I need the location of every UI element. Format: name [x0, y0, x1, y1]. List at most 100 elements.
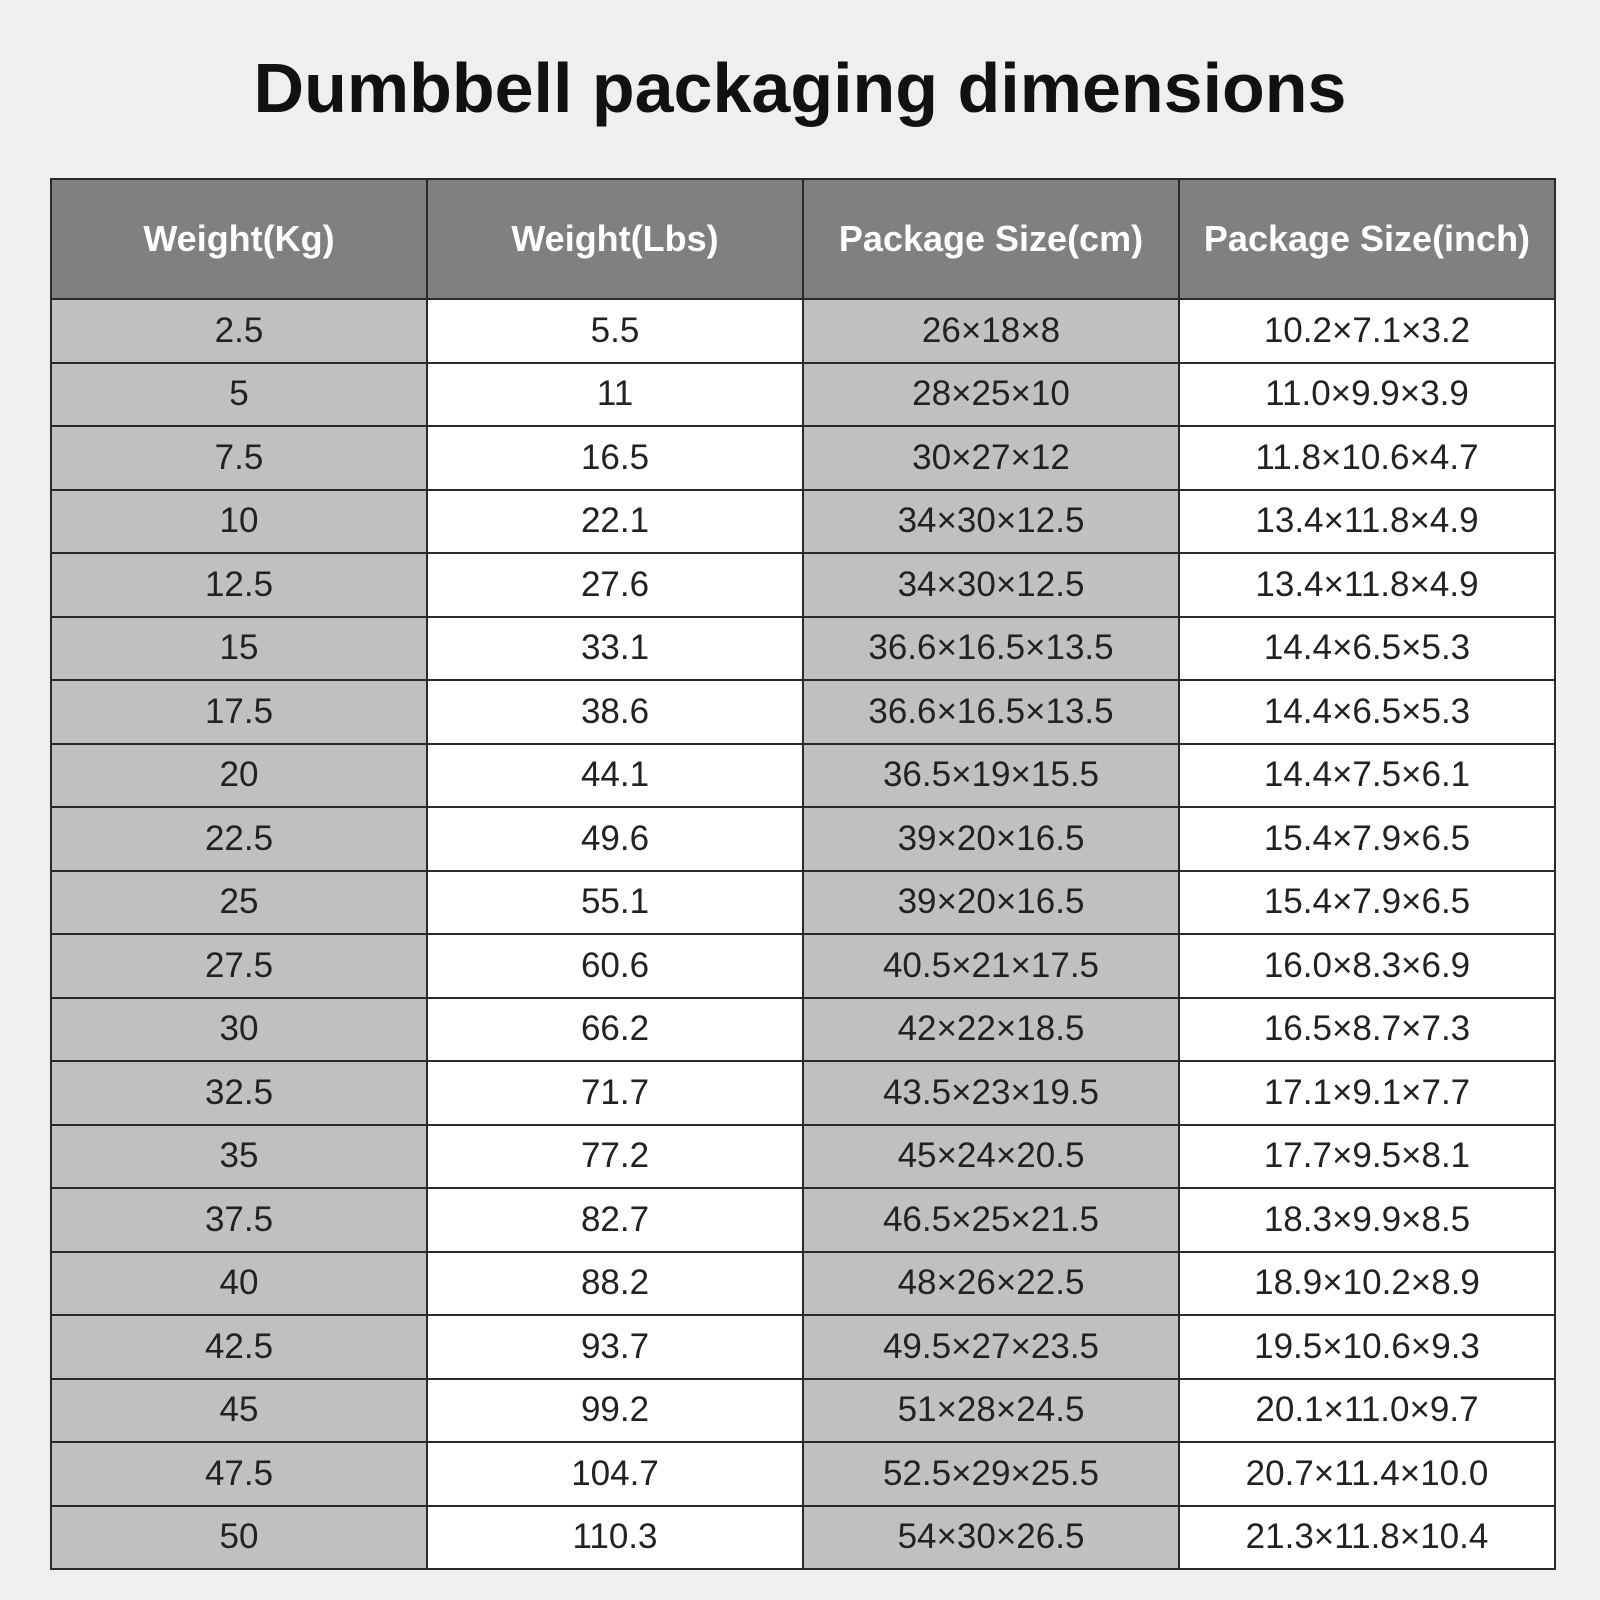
- table-cell: 48×26×22.5: [802, 1250, 1180, 1316]
- table-cell: 20: [50, 742, 428, 808]
- table-cell: 45×24×20.5: [802, 1123, 1180, 1189]
- header-cell: Package Size(inch): [1178, 178, 1556, 300]
- table-row: 37.5 82.7 46.5×25×21.5 18.3×9.9×8.5: [50, 1187, 1556, 1253]
- table-cell: 22.5: [50, 806, 428, 872]
- table-cell: 49.6: [426, 806, 804, 872]
- table-cell: 99.2: [426, 1377, 804, 1443]
- table-row: 42.5 93.7 49.5×27×23.5 19.5×10.6×9.3: [50, 1314, 1556, 1380]
- table-cell: 36.5×19×15.5: [802, 742, 1180, 808]
- table-cell: 55.1: [426, 869, 804, 935]
- table-cell: 14.4×6.5×5.3: [1178, 679, 1556, 745]
- table-row: 45 99.2 51×28×24.5 20.1×11.0×9.7: [50, 1377, 1556, 1443]
- table-cell: 44.1: [426, 742, 804, 808]
- table-cell: 54×30×26.5: [802, 1504, 1180, 1570]
- table-head: Weight(Kg) Weight(Lbs) Package Size(cm) Pac…: [50, 178, 1556, 300]
- table-row: 5 11 28×25×10 11.0×9.9×3.9: [50, 361, 1556, 427]
- dimensions-table: Weight(Kg) Weight(Lbs) Package Size(cm) Pac…: [50, 178, 1556, 1570]
- table-row: 50 110.3 54×30×26.5 21.3×11.8×10.4: [50, 1504, 1556, 1570]
- table-cell: 14.4×6.5×5.3: [1178, 615, 1556, 681]
- table-row: 22.5 49.6 39×20×16.5 15.4×7.9×6.5: [50, 806, 1556, 872]
- table-cell: 22.1: [426, 488, 804, 554]
- table-cell: 35: [50, 1123, 428, 1189]
- table-cell: 15: [50, 615, 428, 681]
- table-row: 2.5 5.5 26×18×8 10.2×7.1×3.2: [50, 298, 1556, 364]
- table-row: 7.5 16.5 30×27×12 11.8×10.6×4.7: [50, 425, 1556, 491]
- table-cell: 66.2: [426, 996, 804, 1062]
- table-cell: 20.7×11.4×10.0: [1178, 1441, 1556, 1507]
- table-cell: 34×30×12.5: [802, 488, 1180, 554]
- table-cell: 43.5×23×19.5: [802, 1060, 1180, 1126]
- table-cell: 52.5×29×25.5: [802, 1441, 1180, 1507]
- table-cell: 32.5: [50, 1060, 428, 1126]
- header-cell: Weight(Lbs): [426, 178, 804, 300]
- table-cell: 36.6×16.5×13.5: [802, 615, 1180, 681]
- table-cell: 13.4×11.8×4.9: [1178, 552, 1556, 618]
- table-cell: 10.2×7.1×3.2: [1178, 298, 1556, 364]
- header-cell: Package Size(cm): [802, 178, 1180, 300]
- table-cell: 16.5×8.7×7.3: [1178, 996, 1556, 1062]
- table-cell: 36.6×16.5×13.5: [802, 679, 1180, 745]
- table-cell: 39×20×16.5: [802, 806, 1180, 872]
- table-cell: 16.5: [426, 425, 804, 491]
- table-cell: 13.4×11.8×4.9: [1178, 488, 1556, 554]
- table-cell: 46.5×25×21.5: [802, 1187, 1180, 1253]
- table-cell: 71.7: [426, 1060, 804, 1126]
- table-body: 2.5 5.5 26×18×8 10.2×7.1×3.2 5 11 28×25×10 11.0…: [50, 298, 1556, 1570]
- table-cell: 18.3×9.9×8.5: [1178, 1187, 1556, 1253]
- table-cell: 38.6: [426, 679, 804, 745]
- table-cell: 30: [50, 996, 428, 1062]
- table-cell: 27.6: [426, 552, 804, 618]
- table-cell: 27.5: [50, 933, 428, 999]
- table-row: 47.5 104.7 52.5×29×25.5 20.7×11.4×10.0: [50, 1441, 1556, 1507]
- table-cell: 33.1: [426, 615, 804, 681]
- table-cell: 51×28×24.5: [802, 1377, 1180, 1443]
- table-cell: 26×18×8: [802, 298, 1180, 364]
- table-cell: 39×20×16.5: [802, 869, 1180, 935]
- table-cell: 77.2: [426, 1123, 804, 1189]
- header-row: Weight(Kg) Weight(Lbs) Package Size(cm) Pac…: [50, 178, 1556, 300]
- table-row: 12.5 27.6 34×30×12.5 13.4×11.8×4.9: [50, 552, 1556, 618]
- table-cell: 50: [50, 1504, 428, 1570]
- table-cell: 110.3: [426, 1504, 804, 1570]
- table-cell: 47.5: [50, 1441, 428, 1507]
- table-row: 17.5 38.6 36.6×16.5×13.5 14.4×6.5×5.3: [50, 679, 1556, 745]
- table-cell: 45: [50, 1377, 428, 1443]
- table-row: 40 88.2 48×26×22.5 18.9×10.2×8.9: [50, 1250, 1556, 1316]
- table-row: 20 44.1 36.5×19×15.5 14.4×7.5×6.1: [50, 742, 1556, 808]
- table-cell: 42.5: [50, 1314, 428, 1380]
- table-cell: 11.0×9.9×3.9: [1178, 361, 1556, 427]
- table-cell: 7.5: [50, 425, 428, 491]
- table-cell: 2.5: [50, 298, 428, 364]
- header-cell: Weight(Kg): [50, 178, 428, 300]
- table-cell: 60.6: [426, 933, 804, 999]
- table-cell: 15.4×7.9×6.5: [1178, 869, 1556, 935]
- table-cell: 104.7: [426, 1441, 804, 1507]
- table-cell: 19.5×10.6×9.3: [1178, 1314, 1556, 1380]
- table-cell: 16.0×8.3×6.9: [1178, 933, 1556, 999]
- table-cell: 21.3×11.8×10.4: [1178, 1504, 1556, 1570]
- page-title: Dumbbell packaging dimensions: [253, 49, 1347, 127]
- table-cell: 5.5: [426, 298, 804, 364]
- table-cell: 37.5: [50, 1187, 428, 1253]
- table-cell: 14.4×7.5×6.1: [1178, 742, 1556, 808]
- table-cell: 5: [50, 361, 428, 427]
- table-row: 15 33.1 36.6×16.5×13.5 14.4×6.5×5.3: [50, 615, 1556, 681]
- table-cell: 42×22×18.5: [802, 996, 1180, 1062]
- table-cell: 88.2: [426, 1250, 804, 1316]
- table-cell: 12.5: [50, 552, 428, 618]
- table-cell: 15.4×7.9×6.5: [1178, 806, 1556, 872]
- table-cell: 30×27×12: [802, 425, 1180, 491]
- table-row: 32.5 71.7 43.5×23×19.5 17.1×9.1×7.7: [50, 1060, 1556, 1126]
- table-cell: 25: [50, 869, 428, 935]
- table-cell: 17.5: [50, 679, 428, 745]
- table-cell: 82.7: [426, 1187, 804, 1253]
- table-cell: 40.5×21×17.5: [802, 933, 1180, 999]
- table-cell: 18.9×10.2×8.9: [1178, 1250, 1556, 1316]
- table-cell: 20.1×11.0×9.7: [1178, 1377, 1556, 1443]
- table-cell: 34×30×12.5: [802, 552, 1180, 618]
- table-cell: 17.7×9.5×8.1: [1178, 1123, 1556, 1189]
- table-cell: 49.5×27×23.5: [802, 1314, 1180, 1380]
- table-row: 35 77.2 45×24×20.5 17.7×9.5×8.1: [50, 1123, 1556, 1189]
- table-row: 30 66.2 42×22×18.5 16.5×8.7×7.3: [50, 996, 1556, 1062]
